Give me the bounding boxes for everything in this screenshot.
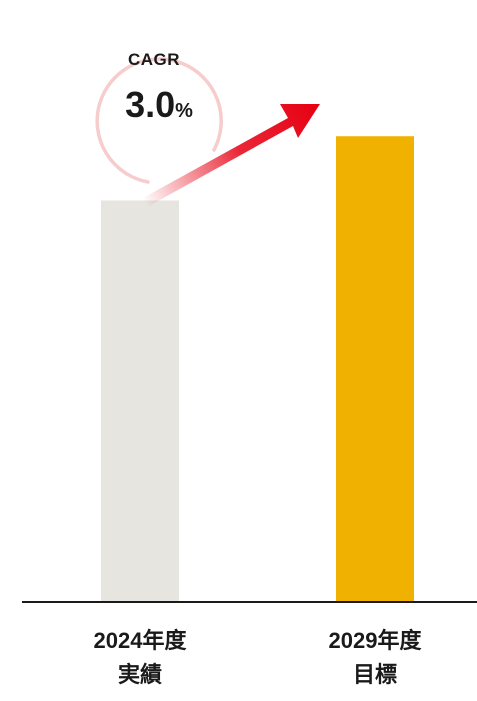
category-label-1: 2029年度 目標: [328, 628, 422, 687]
bar-1: [336, 136, 414, 602]
cagr-unit: %: [175, 100, 193, 122]
cagr-label: CAGR: [127, 50, 181, 69]
bar-0: [101, 200, 179, 602]
cagr-circle-ring: [95, 57, 223, 184]
cagr-value: 3.0%: [104, 84, 214, 126]
growth-arrow: [143, 104, 320, 206]
bars-group: [101, 136, 414, 602]
cagr-number: 3.0: [125, 84, 176, 125]
category-label-0: 2024年度 実績: [93, 628, 187, 687]
